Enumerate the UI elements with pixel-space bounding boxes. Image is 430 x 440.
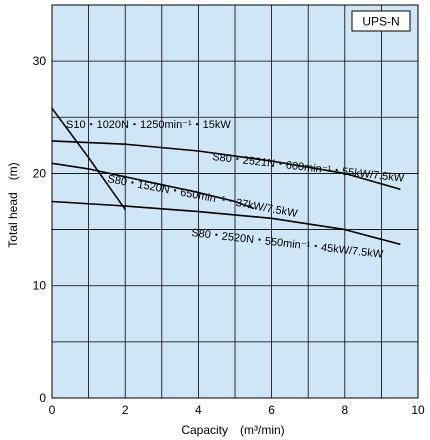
model-badge-text: UPS-N: [362, 15, 399, 29]
x-tick-label: 4: [195, 403, 202, 417]
y-tick-label: 10: [33, 279, 47, 293]
y-tick-labels: 0 10 20 30: [33, 54, 47, 405]
x-axis-label: Capacity (m³/min): [181, 423, 284, 437]
y-tick-label: 0: [39, 391, 46, 405]
x-tick-labels: 0 2 4 6 8 10: [49, 403, 425, 417]
curve-series-4: [51, 200, 401, 245]
y-axis-label: Total head (m): [6, 162, 20, 247]
x-tick-label: 8: [341, 403, 348, 417]
x-tick-label: 0: [49, 403, 56, 417]
performance-curves: [51, 107, 401, 245]
x-tick-label: 10: [411, 403, 425, 417]
curve-series-1: [51, 107, 126, 211]
curve-series-2: [51, 140, 401, 190]
y-tick-label: 20: [33, 166, 47, 180]
y-tick-label: 30: [33, 54, 47, 68]
curve-label-1: S10・1020N・1250min⁻¹・15kW: [66, 119, 231, 131]
x-tick-label: 6: [268, 403, 275, 417]
model-badge: UPS-N: [351, 10, 411, 32]
curve-series-3: [51, 162, 255, 209]
x-tick-label: 2: [122, 403, 129, 417]
grid-lines: [52, 5, 418, 398]
